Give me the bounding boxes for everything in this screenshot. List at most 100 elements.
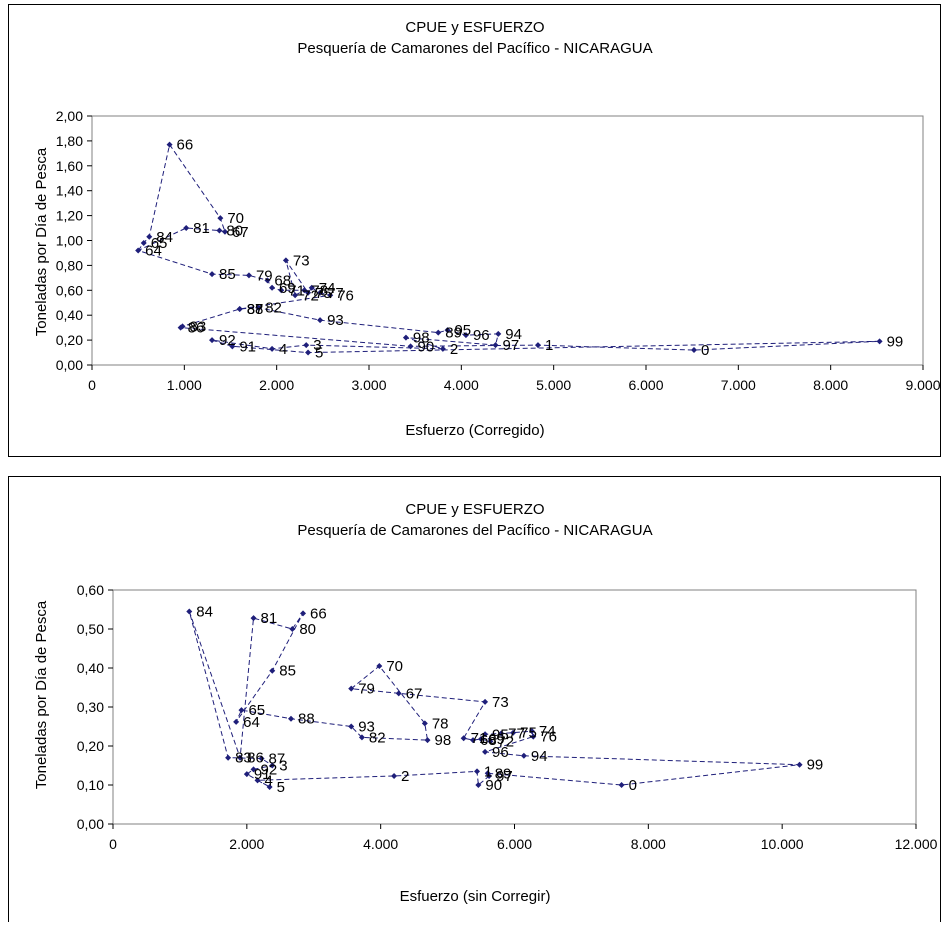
plot-area: 0 2.000 4.000 6.000 8.000 10.000 12.000 0,00 0,1… [77,582,938,852]
point-label-3: 3 [313,337,321,354]
data-point-79 [348,685,355,692]
data-point-95 [482,731,489,738]
data-point-0 [618,782,625,788]
data-point-75 [510,729,517,736]
point-label-75: 75 [520,725,537,742]
data-point-74 [528,728,535,735]
data-point-2 [439,345,446,352]
y-tick-label: 1,80 [56,133,83,149]
point-label-0: 0 [701,342,709,359]
point-label-93: 93 [327,312,344,329]
point-label-98: 98 [435,732,452,749]
point-label-72: 72 [302,287,319,304]
point-label-89: 89 [495,765,512,782]
data-point-93 [317,317,324,324]
data-point-73 [282,257,289,264]
data-point-71 [460,735,467,742]
x-tick-label: 9.000 [905,377,940,393]
point-label-89: 89 [445,325,462,342]
point-label-77: 77 [327,285,344,302]
point-label-67: 67 [232,224,249,241]
point-label-83: 83 [235,750,252,767]
data-point-82 [358,734,365,741]
point-label-73: 73 [492,694,509,711]
x-tick-label: 8.000 [813,377,848,393]
data-point-1 [534,342,541,349]
point-label-77: 77 [508,726,525,743]
data-point-67 [221,228,228,235]
point-label-95: 95 [454,322,471,339]
data-point-70 [217,215,224,222]
data-point-92 [250,766,257,773]
x-tick-label: 4.000 [363,836,398,852]
data-point-74 [308,284,315,291]
point-label-91: 91 [239,338,256,355]
point-label-67: 67 [406,685,423,702]
point-label-71: 71 [288,282,305,299]
point-label-70: 70 [386,658,403,675]
point-label-75: 75 [315,285,332,302]
point-label-76: 76 [337,287,354,304]
chart-subtitle: Pesquería de Camarones del Pacífico - NI… [297,40,652,57]
data-point-72 [292,292,299,299]
data-point-90 [407,343,414,350]
x-tick-label: 2.000 [229,836,264,852]
point-label-92: 92 [219,332,236,349]
data-point-3 [303,342,310,349]
point-label-79: 79 [256,267,273,284]
data-point-85 [269,667,276,674]
point-label-68: 68 [480,732,497,749]
point-label-4: 4 [265,772,273,789]
data-point-1 [474,768,481,775]
point-label-84: 84 [156,229,173,246]
point-label-64: 64 [145,242,162,259]
data-point-93 [348,723,355,730]
data-point-88 [236,305,243,312]
chart-title: CPUE y ESFUERZO [405,501,544,518]
point-label-3: 3 [279,758,287,775]
data-point-99 [876,338,883,345]
point-label-71: 71 [471,730,488,747]
point-label-79: 79 [358,681,375,698]
point-label-90: 90 [418,338,435,355]
point-label-5: 5 [277,779,285,796]
data-point-78 [421,720,428,727]
data-point-79 [245,272,252,279]
data-point-78 [301,287,308,294]
data-point-92 [209,337,216,344]
data-point-64 [233,718,240,725]
x-tick-label: 1.000 [167,377,202,393]
data-point-73 [482,698,489,705]
data-point-72 [487,738,494,745]
x-tick-label: 3.000 [351,377,386,393]
data-point-98 [402,334,409,341]
point-label-65: 65 [151,235,168,252]
chart-svg-sin-corregir: CPUE y ESFUERZO Pesquería de Camarones d… [33,501,938,905]
data-point-86 [237,754,244,761]
data-point-96 [462,332,469,339]
data-point-5 [266,783,273,790]
point-label-74: 74 [319,280,336,297]
point-label-88: 88 [298,711,315,728]
point-label-81: 81 [193,220,210,237]
point-label-95: 95 [492,726,509,743]
data-point-77 [317,289,324,296]
point-label-94: 94 [505,326,522,343]
data-point-84 [146,233,153,240]
point-label-84: 84 [196,603,213,620]
data-point-87 [258,755,265,762]
x-tick-label: 6.000 [497,836,532,852]
y-tick-label: 2,00 [56,108,83,124]
point-label-65: 65 [248,702,265,719]
data-point-82 [255,304,262,311]
data-point-0 [691,347,698,354]
x-tick-label: 6.000 [628,377,663,393]
point-label-85: 85 [279,663,296,680]
y-tick-label: 1,60 [56,158,83,174]
point-label-98: 98 [413,330,430,347]
y-tick-label: 0,40 [56,307,83,323]
point-label-80: 80 [226,223,243,240]
point-label-97: 97 [496,768,513,785]
point-label-70: 70 [227,210,244,227]
y-tick-label: 0,00 [77,816,104,832]
